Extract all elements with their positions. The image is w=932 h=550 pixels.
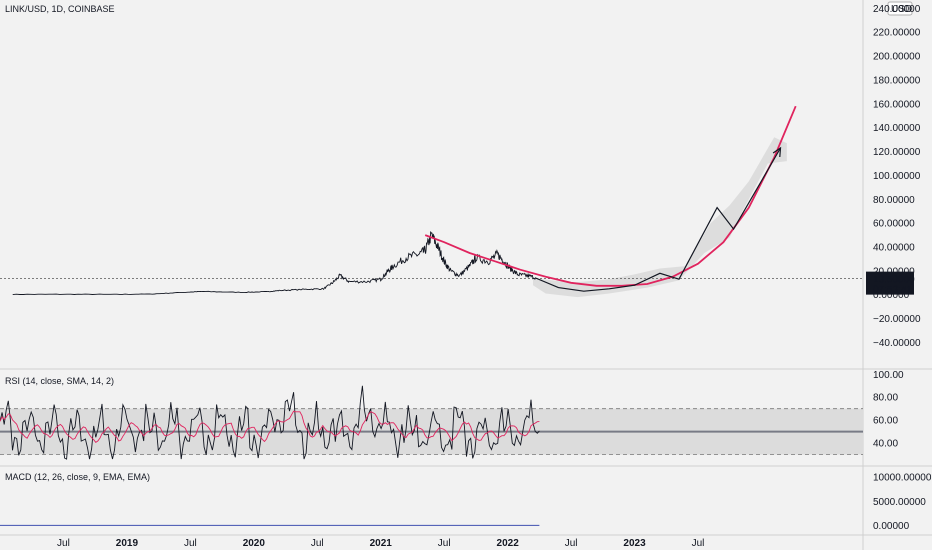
rsi-title[interactable]: RSI (14, close, SMA, 14, 2) [5, 376, 114, 386]
time-tick-label: Jul [184, 538, 197, 549]
price-tick-label: 80.00000 [873, 195, 915, 206]
price-tick-label: 180.00000 [873, 75, 921, 86]
time-tick-label: 2019 [116, 538, 139, 549]
price-tick-label: 120.00000 [873, 147, 921, 158]
price-tick-label: 160.00000 [873, 99, 921, 110]
time-tick-label: Jul [57, 538, 70, 549]
time-tick-label: 2021 [370, 538, 393, 549]
rsi-tick-label: 80.00 [873, 393, 898, 404]
price-tick-label: 100.00000 [873, 171, 921, 182]
macd-axis-ticks: 10000.00000 5000.00000 0.00000 [873, 473, 932, 532]
macd-tick-label: 10000.00000 [873, 473, 932, 484]
time-tick-label: 2023 [623, 538, 646, 549]
price-tick-label: 40.00000 [873, 243, 915, 254]
price-pane[interactable] [0, 0, 863, 368]
price-tick-label: 200.00000 [873, 52, 921, 63]
time-tick-label: Jul [692, 538, 705, 549]
time-tick-label: 2020 [243, 538, 266, 549]
projection-zone [533, 137, 787, 298]
time-tick-label: Jul [438, 538, 451, 549]
last-price-label: 13.50000 [873, 275, 915, 286]
price-tick-label: 0.00000 [873, 290, 910, 301]
currency-badge[interactable]: USD [887, 1, 913, 16]
last-price-badge: 13.50000 07:53:41 [866, 271, 915, 296]
projection-arrow-icon [772, 146, 782, 158]
time-tick-label: Jul [565, 538, 578, 549]
rsi-tick-label: 60.00 [873, 416, 898, 427]
price-tick-label: −20.00000 [873, 314, 921, 325]
macd-tick-label: 5000.00000 [873, 497, 926, 508]
price-axis[interactable] [863, 0, 932, 368]
projection-path [535, 147, 782, 292]
rsi-axis-ticks: 100.00 80.00 60.00 40.00 [873, 370, 904, 450]
price-line [12, 231, 537, 296]
symbol-title[interactable]: LINK/USD, 1D, COINBASE [5, 4, 115, 14]
macd-title[interactable]: MACD (12, 26, close, 9, EMA, EMA) [5, 472, 150, 482]
macd-tick-label: 0.00000 [873, 521, 910, 532]
rsi-ma-line [0, 410, 540, 444]
currency-badge-label: USD [891, 4, 912, 15]
price-tick-label: 240.00000 [873, 4, 921, 15]
price-tick-label: 60.00000 [873, 219, 915, 230]
price-tick-label: 140.00000 [873, 123, 921, 134]
countdown-label: 07:53:41 [873, 285, 912, 296]
rsi-tick-label: 100.00 [873, 370, 904, 381]
price-tick-label: 220.00000 [873, 28, 921, 39]
price-tick-label: −40.00000 [873, 338, 921, 349]
rsi-line [0, 385, 540, 460]
time-axis[interactable]: Jul 2019 Jul 2020 Jul 2021 Jul 2022 Jul 2023 Jul [57, 538, 704, 549]
price-axis-ticks: 240.00000 220.00000 200.00000 180.00000 160.… [873, 4, 921, 349]
rsi-tick-label: 40.00 [873, 439, 898, 450]
time-tick-label: 2022 [497, 538, 520, 549]
time-tick-label: Jul [311, 538, 324, 549]
